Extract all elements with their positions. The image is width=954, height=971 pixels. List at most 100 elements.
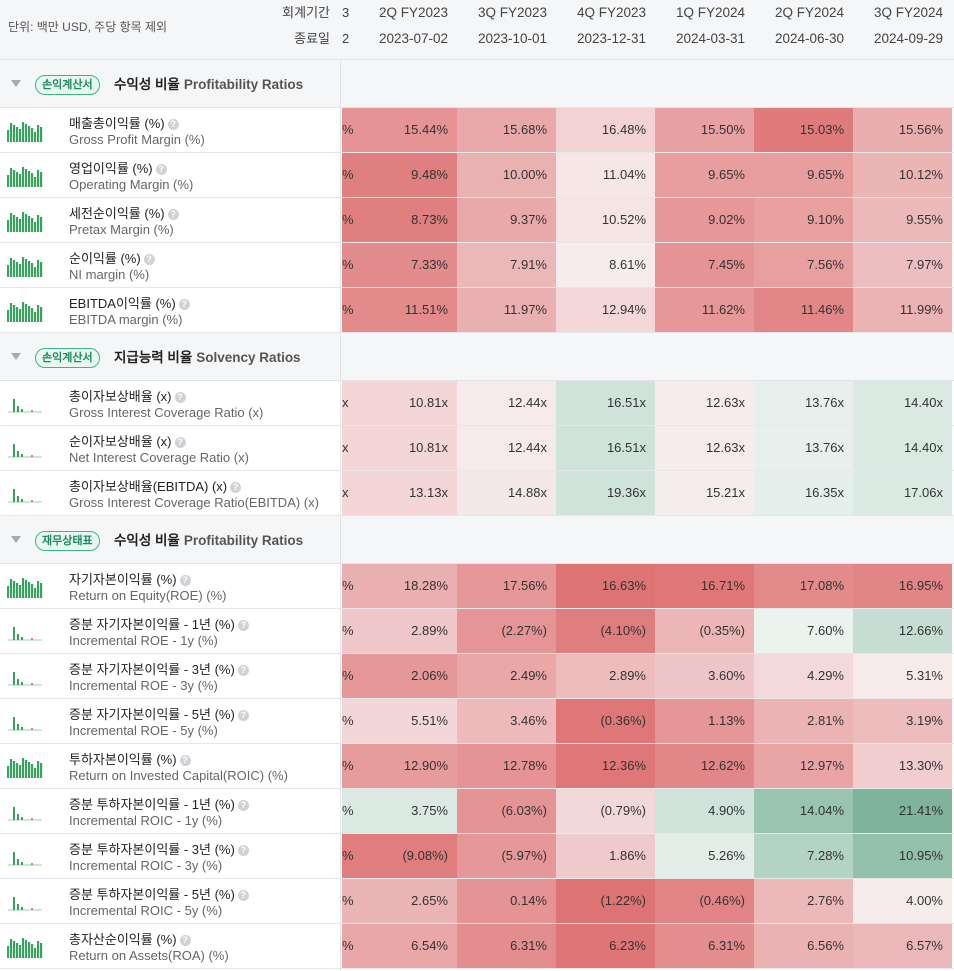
value-cell: 5.31% [853, 654, 952, 698]
sparkline-icon[interactable] [7, 664, 43, 688]
value-cell: 8.73% [358, 198, 457, 242]
value-cell: 16.95% [853, 564, 952, 608]
period-col-3[interactable]: 1Q FY2024 [675, 5, 745, 20]
sparkline-icon[interactable] [7, 619, 43, 643]
metric-name-ko-text: 순이자보상배율 (x) [69, 434, 172, 449]
sparkline-icon[interactable] [7, 481, 43, 505]
period-col-0[interactable]: 2Q FY2023 [378, 5, 448, 20]
metric-name-ko: 증분 투하자본이익률 - 1년 (%)? [69, 794, 249, 813]
table-row[interactable]: 총자산순이익률 (%)? Return on Assets(ROA) (%)% 6.… [0, 924, 954, 969]
period-col-2[interactable]: 4Q FY2023 [576, 5, 646, 20]
sparkline-icon[interactable] [7, 709, 43, 733]
date-col-1: 2023-10-01 [477, 31, 547, 46]
value-cell: 12.66% [853, 609, 952, 653]
value-cell: 10.95% [853, 834, 952, 878]
date-col-3: 2024-03-31 [675, 31, 745, 46]
column-divider [340, 60, 341, 971]
help-icon[interactable]: ? [178, 299, 190, 310]
sparkline-icon[interactable] [7, 799, 43, 823]
help-icon[interactable]: ? [230, 482, 242, 493]
table-row[interactable]: 투하자본이익률 (%)? Return on Invested Capital(R… [0, 744, 954, 789]
sparkline-icon[interactable] [7, 208, 43, 232]
metric-name-en: Gross Profit Margin (%) [69, 132, 205, 147]
date-header-row: 종료일 2 2023-07-02 2023-10-01 2023-12-31 2… [0, 26, 954, 52]
table-header: 단위: 백만 USD, 주당 항목 제외 회계기간 3 2Q FY2023 3Q… [0, 0, 954, 60]
value-cell: 10.81x [358, 381, 457, 425]
table-row[interactable]: 증분 자기자본이익률 - 5년 (%)? Incremental ROE - 5y… [0, 699, 954, 744]
partial-cell: % [342, 609, 358, 653]
sparkline-icon[interactable] [7, 889, 43, 913]
value-cell: 1.13% [655, 699, 754, 743]
help-icon[interactable]: ? [179, 935, 191, 946]
table-row[interactable]: 순이익률 (%)? NI margin (%)% 7.33% 7.91% 8.61% 7.… [0, 243, 954, 288]
help-icon[interactable]: ? [174, 392, 186, 403]
collapse-chevron-icon[interactable] [11, 353, 21, 360]
sparkline-icon[interactable] [7, 574, 43, 598]
value-cell: 7.28% [754, 834, 853, 878]
sparkline-icon[interactable] [7, 934, 43, 958]
sparkline-icon[interactable] [7, 844, 43, 868]
help-icon[interactable]: ? [237, 890, 249, 901]
table-row[interactable]: 자기자본이익률 (%)? Return on Equity(ROE) (%)% 18… [0, 564, 954, 609]
value-cell: 6.54% [358, 924, 457, 968]
table-row[interactable]: 총이자보상배율 (x)? Gross Interest Coverage Rati… [0, 381, 954, 426]
table-row[interactable]: 순이자보상배율 (x)? Net Interest Coverage Ratio … [0, 426, 954, 471]
metric-name-ko: 증분 자기자본이익률 - 3년 (%)? [69, 659, 249, 678]
value-cell: (5.97%) [457, 834, 556, 878]
table-row[interactable]: 증분 투하자본이익률 - 5년 (%)? Incremental ROIC - 5… [0, 879, 954, 924]
sparkline-icon[interactable] [7, 163, 43, 187]
table-row[interactable]: 증분 투하자본이익률 - 1년 (%)? Incremental ROIC - 1… [0, 789, 954, 834]
metric-name-en: Operating Margin (%) [69, 177, 194, 192]
table-row[interactable]: 증분 자기자본이익률 - 1년 (%)? Incremental ROE - 1y… [0, 609, 954, 654]
help-icon[interactable]: ? [174, 437, 186, 448]
help-icon[interactable]: ? [143, 254, 155, 265]
table-row[interactable]: 증분 투하자본이익률 - 3년 (%)? Incremental ROIC - 3… [0, 834, 954, 879]
help-icon[interactable]: ? [237, 620, 249, 631]
value-cell: (1.22%) [556, 879, 655, 923]
help-icon[interactable]: ? [237, 845, 249, 856]
partial-cell: % [342, 699, 358, 743]
value-cell: 12.44x [457, 426, 556, 470]
value-cell: 9.48% [358, 153, 457, 197]
value-cell: (0.79%) [556, 789, 655, 833]
table-row[interactable]: 총이자보상배율(EBITDA) (x)? Gross Interest Cover… [0, 471, 954, 516]
period-col-1[interactable]: 3Q FY2023 [477, 5, 547, 20]
help-icon[interactable]: ? [237, 800, 249, 811]
table-row[interactable]: 영업이익률 (%)? Operating Margin (%)% 9.48% 10.0… [0, 153, 954, 198]
help-icon[interactable]: ? [167, 209, 179, 220]
help-icon[interactable]: ? [179, 575, 191, 586]
collapse-chevron-icon[interactable] [11, 536, 21, 543]
partial-date: 2 [342, 31, 350, 46]
value-cell: 21.41% [853, 789, 952, 833]
sparkline-icon[interactable] [7, 298, 43, 322]
value-cell: 12.90% [358, 744, 457, 788]
metric-name-ko: 증분 자기자본이익률 - 1년 (%)? [69, 614, 249, 633]
value-cell: 9.65% [655, 153, 754, 197]
period-col-4[interactable]: 2Q FY2024 [774, 5, 844, 20]
table-row[interactable]: 매출총이익률 (%)? Gross Profit Margin (%)% 15.44… [0, 108, 954, 153]
sparkline-icon[interactable] [7, 754, 43, 778]
help-icon[interactable]: ? [167, 119, 179, 130]
value-cell: 14.88x [457, 471, 556, 515]
partial-cell: % [342, 288, 358, 332]
section-title-ko: 수익성 비율 [114, 533, 180, 548]
help-icon[interactable]: ? [179, 755, 191, 766]
value-cell: 18.28% [358, 564, 457, 608]
metric-name-ko: 매출총이익률 (%)? [69, 113, 179, 132]
help-icon[interactable]: ? [237, 665, 249, 676]
partial-cell: % [342, 879, 358, 923]
value-cell: 16.51x [556, 381, 655, 425]
table-row[interactable]: 세전순이익률 (%)? Pretax Margin (%)% 8.73% 9.37% 1… [0, 198, 954, 243]
metric-name-ko-text: 증분 투하자본이익률 - 1년 (%) [69, 797, 235, 812]
collapse-chevron-icon[interactable] [11, 80, 21, 87]
help-icon[interactable]: ? [237, 710, 249, 721]
sparkline-icon[interactable] [7, 118, 43, 142]
sparkline-icon[interactable] [7, 253, 43, 277]
sparkline-icon[interactable] [7, 436, 43, 460]
help-icon[interactable]: ? [155, 164, 167, 175]
metric-name-ko: 총자산순이익률 (%)? [69, 929, 191, 948]
table-row[interactable]: 증분 자기자본이익률 - 3년 (%)? Incremental ROE - 3y… [0, 654, 954, 699]
table-row[interactable]: EBITDA이익률 (%)? EBITDA margin (%)% 11.51% 11… [0, 288, 954, 333]
period-col-5[interactable]: 3Q FY2024 [873, 5, 943, 20]
sparkline-icon[interactable] [7, 391, 43, 415]
